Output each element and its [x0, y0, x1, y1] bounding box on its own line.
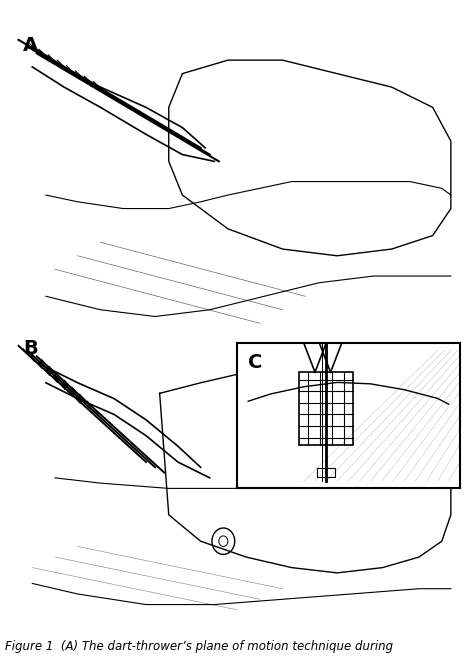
Bar	[317, 468, 335, 477]
Text: C: C	[248, 353, 263, 372]
Text: A: A	[23, 36, 38, 55]
Bar	[300, 372, 353, 445]
Text: B: B	[23, 339, 38, 358]
Text: Figure 1  (A) The dart-thrower’s plane of motion technique during: Figure 1 (A) The dart-thrower’s plane of…	[5, 640, 393, 653]
